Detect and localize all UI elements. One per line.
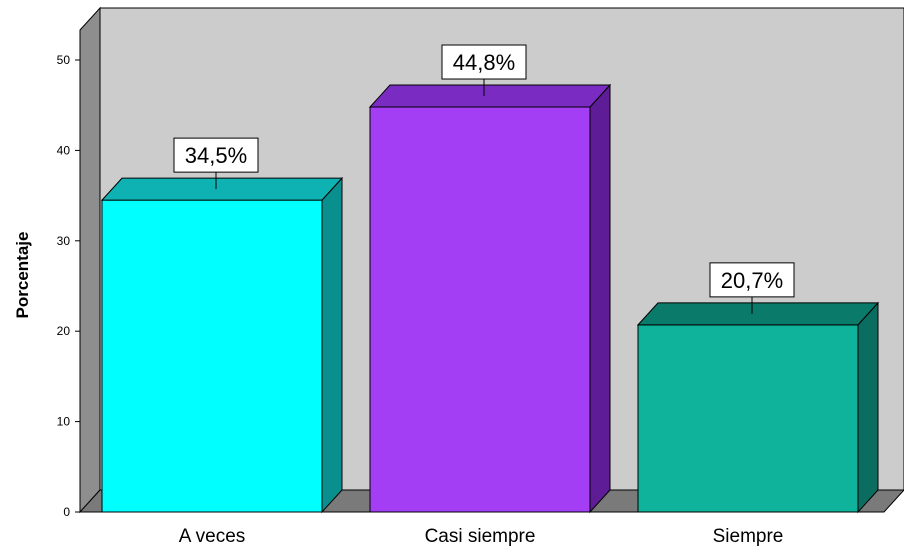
data-label-text: 34,5% (185, 143, 247, 168)
x-axis: A veces Casi siempre Siempre (179, 526, 784, 547)
bar-2 (368, 83, 612, 514)
data-label-box (441, 44, 527, 80)
data-label-2: 44,8% (441, 44, 527, 97)
x-tick-label: Siempre (713, 526, 784, 547)
bar-side (321, 176, 343, 514)
bar-side (589, 83, 611, 514)
y-axis: 0 10 20 30 40 50 (57, 30, 81, 519)
bar-front (637, 324, 859, 513)
y-tick-label: 0 (63, 505, 70, 519)
y-tick-label: 10 (57, 415, 71, 429)
bar-side (857, 301, 879, 514)
bar-1 (100, 176, 344, 514)
data-labels: 34,5% 44,8% 20,7% (173, 44, 795, 314)
data-label-box (709, 262, 795, 298)
bar-front (101, 199, 323, 513)
bar-front (369, 106, 591, 513)
data-label-1: 34,5% (173, 137, 259, 190)
y-tick-label: 30 (57, 234, 71, 248)
y-tick-label: 50 (57, 53, 71, 67)
bar-top (368, 84, 612, 108)
y-tick-label: 40 (57, 143, 71, 157)
bar-top (636, 302, 880, 326)
x-tick-label: A veces (179, 526, 246, 547)
y-axis-label: Porcentaje (13, 232, 32, 319)
bar-3 (636, 301, 880, 514)
data-label-box (173, 137, 259, 173)
data-label-text: 44,8% (453, 50, 515, 75)
data-label-text: 20,7% (721, 268, 783, 293)
bars (100, 83, 880, 514)
bar-top (100, 177, 344, 201)
data-label-3: 20,7% (709, 262, 795, 314)
y-tick-label: 20 (57, 324, 71, 338)
side-wall (79, 6, 101, 514)
x-tick-label: Casi siempre (425, 526, 536, 547)
